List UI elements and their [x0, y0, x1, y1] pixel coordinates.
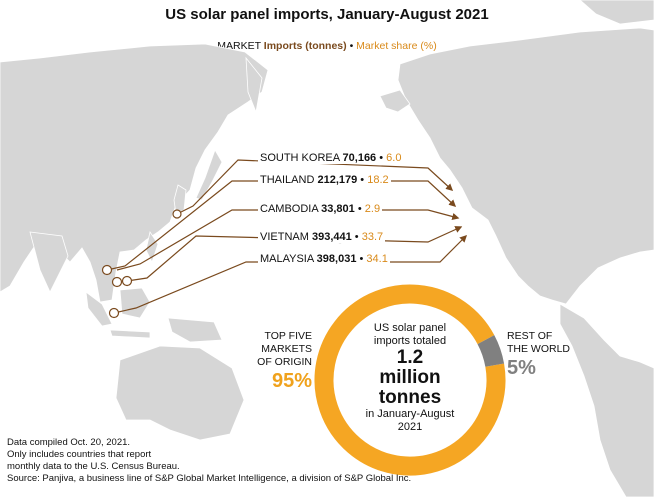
bullet: • [360, 174, 365, 186]
top5-label: TOP FIVE MARKETS OF ORIGIN 95% [240, 330, 312, 393]
bullet: • [359, 253, 364, 265]
note-source: Source: Panjiva, a business line of S&P … [7, 473, 412, 484]
note-scope-1: Only includes countries that report [7, 449, 152, 460]
flow-line-cambodia [116, 209, 460, 271]
legend-bullet: • [349, 40, 354, 52]
flow-line-vietnam [126, 226, 463, 282]
donut-big2: million [379, 367, 441, 388]
legend-share: Market share (%) [356, 40, 437, 52]
origin-marker-malaysia [108, 307, 120, 319]
flow-line-thailand [106, 180, 457, 271]
country-imports: 212,179 [317, 174, 358, 186]
flow-line-south-korea [176, 159, 454, 215]
country-share: 33.7 [361, 231, 384, 243]
country-share: 2.9 [364, 203, 381, 215]
landmass-alaska [379, 89, 411, 113]
legend-imports: Imports (tonnes) [263, 40, 347, 52]
origin-marker-cambodia [111, 276, 123, 288]
country-name: CAMBODIA [260, 203, 319, 215]
country-name: VIETNAM [260, 231, 309, 243]
label-thailand: THAILAND 212,179 • 18.2 [258, 174, 391, 186]
rest-l2: THE WORLD [507, 343, 570, 355]
donut-line2: imports totaled [373, 335, 447, 347]
landmass-philippines [145, 230, 159, 264]
origin-markers [101, 209, 182, 319]
legend: MARKET Imports (tonnes) • Market share (… [0, 40, 654, 52]
chart-title: US solar panel imports, January-August 2… [165, 6, 489, 23]
top5-l1: TOP FIVE [264, 330, 312, 342]
donut-background [314, 284, 506, 476]
country-imports: 393,441 [311, 231, 352, 243]
country-name: THAILAND [260, 174, 315, 186]
bullet: • [357, 203, 362, 215]
country-name: MALAYSIA [260, 253, 314, 265]
country-share: 34.1 [366, 253, 388, 265]
flow-lines [106, 159, 468, 314]
label-vietnam: VIETNAM 393,441 • 33.7 [258, 231, 386, 243]
note-scope-2: monthly data to the U.S. Census Bureau. [7, 461, 180, 472]
top5-l2: MARKETS [261, 343, 312, 355]
landmass-greenland [579, 0, 654, 25]
donut-line3: in January-August [365, 408, 455, 420]
landmass-central-america [559, 303, 654, 497]
landmass-borneo [119, 287, 151, 319]
country-imports: 33,801 [321, 203, 355, 215]
landmass-kamchatka [245, 56, 263, 114]
note-compiled: Data compiled Oct. 20, 2021. [7, 437, 131, 448]
donut-line4: 2021 [397, 421, 423, 433]
landmass-australia [115, 345, 245, 441]
flow-line-malaysia [113, 234, 468, 314]
landmass-india [29, 231, 69, 293]
label-cambodia: CAMBODIA 33,801 • 2.9 [258, 203, 383, 215]
rest-l1: REST OF [507, 330, 553, 342]
share-donut [314, 284, 506, 476]
country-imports: 398,031 [316, 253, 357, 265]
landmass-japan [195, 149, 223, 201]
donut-big3: tonnes [378, 387, 442, 408]
bullet: • [354, 231, 359, 243]
donut-big1: 1.2 [396, 347, 424, 368]
donut-segment-rest [477, 335, 505, 368]
landmass-sumatra [85, 291, 113, 327]
country-name: SOUTH KOREA [260, 152, 340, 164]
top5-l3: OF ORIGIN [257, 356, 312, 368]
rest-label: REST OF THE WORLD 5% [507, 330, 587, 380]
landmass-north-america [397, 27, 654, 305]
landmass-java [109, 329, 151, 339]
origin-marker-south-korea [172, 209, 182, 219]
country-imports: 70,166 [342, 152, 377, 164]
top5-pct: 95% [271, 370, 312, 392]
rest-pct: 5% [507, 357, 536, 379]
bullet: • [379, 152, 384, 164]
origin-marker-vietnam [121, 275, 133, 287]
label-malaysia: MALAYSIA 398,031 • 34.1 [258, 253, 390, 265]
footnotes: Data compiled Oct. 20, 2021. Only includ… [7, 437, 567, 485]
country-share: 18.2 [367, 174, 389, 186]
donut-segment-top5 [314, 284, 506, 476]
donut-center-text: US solar panel imports totaled 1.2 milli… [345, 322, 475, 434]
landmass-new-guinea [167, 317, 223, 343]
donut-line1: US solar panel [373, 322, 447, 334]
label-south-korea: SOUTH KOREA 70,166 • 6.0 [258, 152, 404, 164]
origin-marker-thailand [101, 264, 113, 276]
country-share: 6.0 [386, 152, 402, 164]
